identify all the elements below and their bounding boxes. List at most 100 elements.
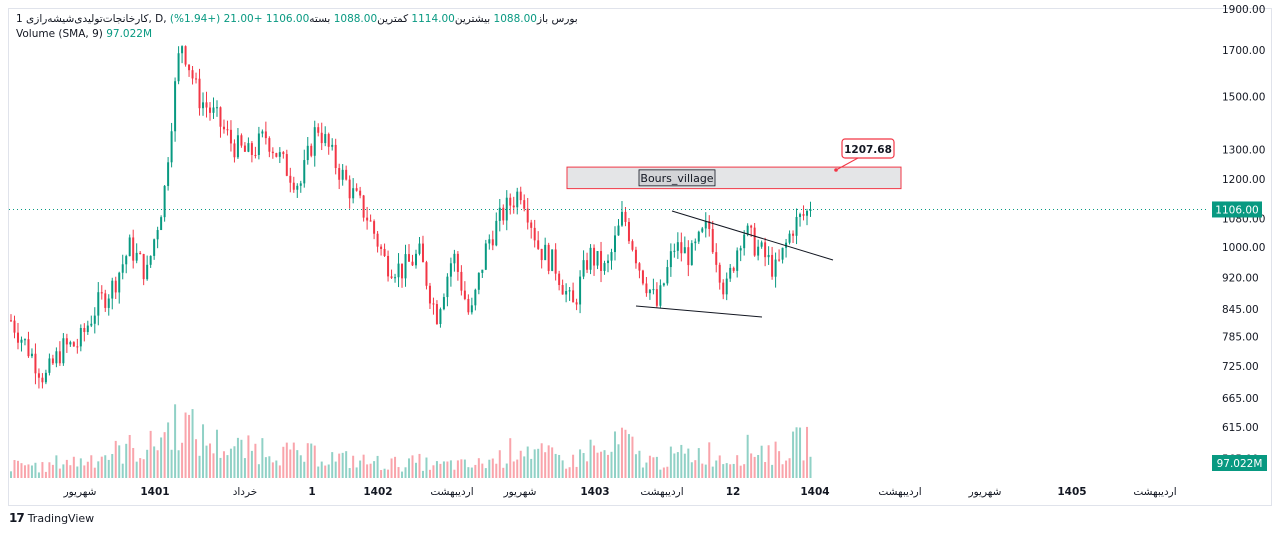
- candle-body: [613, 235, 616, 253]
- volume-bar: [474, 464, 477, 478]
- volume-params: (SMA, 9): [58, 28, 103, 40]
- candle-body: [153, 239, 156, 256]
- volume-bar: [292, 442, 295, 478]
- candle-body: [324, 134, 327, 144]
- volume-bar: [533, 449, 536, 478]
- candle-body: [20, 339, 23, 343]
- candle-body: [603, 263, 606, 271]
- volume-bar: [596, 452, 599, 478]
- candle-body: [352, 188, 355, 199]
- y-tick-label: 1900.00: [1222, 4, 1265, 16]
- y-tick-label: 665.00: [1222, 393, 1259, 405]
- volume-bar: [620, 427, 623, 478]
- candle-body: [544, 244, 547, 261]
- volume-bar: [687, 448, 690, 478]
- volume-bar: [551, 447, 554, 478]
- y-tick-label: 1500.00: [1222, 92, 1265, 104]
- volume-bar: [13, 460, 16, 478]
- y-tick-label: 1700.00: [1222, 45, 1265, 57]
- candle-body: [163, 185, 166, 218]
- candle-body: [572, 290, 575, 303]
- candle-body: [746, 225, 749, 235]
- volume-bar: [296, 450, 299, 478]
- volume-bar: [142, 459, 145, 478]
- candle-body: [414, 253, 417, 266]
- candle-body: [683, 247, 686, 254]
- y-tick-label: 1000.00: [1222, 242, 1265, 254]
- volume-bar: [648, 455, 651, 478]
- candle-body: [202, 102, 205, 109]
- volume-bar: [20, 463, 23, 478]
- candle-body: [505, 197, 508, 221]
- volume-bar: [607, 454, 610, 478]
- volume-bar: [327, 464, 330, 478]
- volume-bar: [610, 451, 613, 478]
- candle-body: [778, 259, 781, 261]
- candle-body: [743, 234, 746, 249]
- volume-bar: [425, 457, 428, 478]
- candle-body: [526, 208, 529, 223]
- candle-body: [757, 246, 760, 256]
- candle-body: [37, 373, 40, 378]
- volume-bar: [160, 437, 163, 478]
- resistance-zone: [566, 166, 902, 190]
- candle-body: [226, 129, 229, 131]
- volume-bar: [582, 453, 585, 478]
- candle-body: [146, 264, 149, 280]
- candle-body: [128, 237, 131, 257]
- volume-bar: [579, 449, 582, 478]
- volume-bar: [659, 469, 662, 478]
- volume-bar: [387, 469, 390, 478]
- tradingview-branding[interactable]: 17 TradingView: [9, 511, 94, 525]
- volume-bar: [233, 446, 236, 478]
- volume-bar: [764, 462, 767, 478]
- volume-bar: [502, 467, 505, 478]
- candle-body: [516, 191, 519, 208]
- y-tick-label: 920.00: [1222, 273, 1259, 285]
- candle-body: [366, 217, 369, 221]
- candle-body: [537, 240, 540, 249]
- volume-bar: [645, 462, 648, 478]
- volume-bar: [442, 461, 445, 478]
- x-tick-label: 1403: [580, 486, 609, 498]
- volume-bar: [48, 462, 51, 478]
- volume-bar: [191, 409, 194, 478]
- candle-body: [93, 315, 96, 324]
- candle-body: [582, 260, 585, 277]
- candle-body: [174, 81, 177, 132]
- volume-bar: [414, 462, 417, 478]
- trendline-lower: [635, 305, 763, 318]
- volume-bar: [781, 464, 784, 478]
- candle-body: [257, 133, 260, 155]
- candle-body: [708, 221, 711, 229]
- candle-body: [634, 249, 637, 264]
- volume-bar: [306, 443, 309, 478]
- volume-bar: [219, 457, 222, 478]
- candle-body: [177, 53, 180, 82]
- volume-bar: [432, 465, 435, 478]
- x-tick-label: شهریور: [503, 486, 537, 498]
- candle-body: [254, 154, 257, 156]
- volume-bar: [401, 471, 404, 478]
- volume-bar: [289, 449, 292, 478]
- candle-body: [320, 132, 323, 144]
- candle-body: [617, 225, 620, 236]
- volume-bar: [163, 432, 166, 478]
- candle-body: [669, 251, 672, 268]
- candle-body: [233, 143, 236, 158]
- volume-bar: [317, 466, 320, 478]
- candle-body: [90, 323, 93, 326]
- candle-body: [282, 152, 285, 155]
- candle-body: [540, 248, 543, 261]
- candle-body: [764, 242, 767, 258]
- candle-body: [100, 292, 103, 294]
- brand-label: TradingView: [27, 511, 95, 525]
- chart-frame[interactable]: [8, 8, 1272, 506]
- callout-box: [841, 138, 895, 159]
- candle-body: [97, 292, 100, 316]
- volume-bar: [338, 453, 341, 478]
- candle-body: [121, 264, 124, 273]
- candle-body: [495, 220, 498, 246]
- volume-bar: [484, 468, 487, 478]
